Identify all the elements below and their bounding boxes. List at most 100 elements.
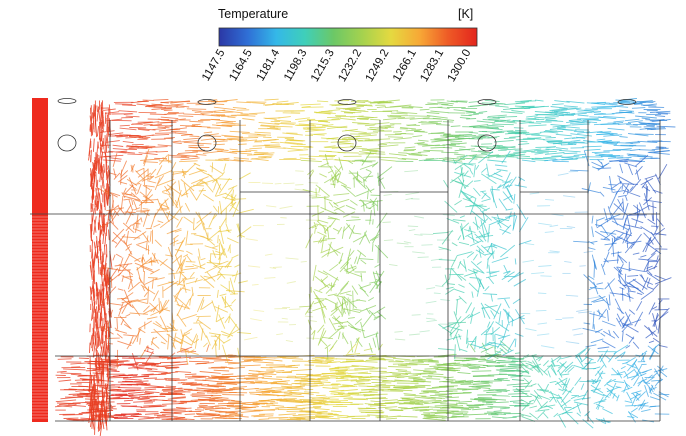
velocity-vector [561, 107, 582, 111]
velocity-vector [274, 119, 292, 122]
velocity-vector [570, 122, 591, 124]
velocity-vector [316, 412, 327, 415]
velocity-vector [112, 153, 118, 168]
velocity-vector [607, 310, 609, 322]
velocity-vector [545, 148, 562, 151]
velocity-vector [222, 338, 231, 344]
velocity-vector [114, 263, 133, 267]
velocity-vector [612, 392, 616, 399]
velocity-vector [221, 122, 240, 125]
velocity-vector [104, 111, 120, 114]
velocity-vector [224, 99, 238, 102]
velocity-vector [593, 259, 598, 270]
velocity-vector [196, 167, 207, 173]
velocity-vector [495, 359, 506, 362]
velocity-vector [350, 100, 369, 102]
velocity-vector [454, 180, 469, 188]
velocity-vector [445, 378, 456, 381]
velocity-vector [612, 190, 624, 193]
velocity-vector [111, 228, 125, 242]
velocity-vector [91, 386, 94, 400]
velocity-vector [323, 145, 336, 148]
velocity-vector [238, 380, 254, 383]
velocity-vector [407, 225, 419, 228]
velocity-vector [564, 378, 571, 390]
velocity-vector [633, 376, 640, 387]
velocity-vector [172, 140, 181, 143]
velocity-vector [535, 309, 547, 312]
velocity-vector [229, 366, 246, 370]
velocity-vector [214, 183, 222, 197]
velocity-vector [593, 324, 595, 330]
velocity-vector [411, 314, 421, 316]
velocity-vector [481, 167, 488, 173]
velocity-vector [306, 311, 313, 313]
velocity-vector [352, 232, 362, 235]
velocity-vector [630, 142, 641, 144]
velocity-vector [322, 387, 339, 390]
velocity-vector [613, 344, 629, 355]
velocity-vector [491, 185, 495, 203]
velocity-vector [356, 252, 362, 265]
velocity-vector [425, 317, 436, 320]
velocity-vector [101, 112, 104, 133]
velocity-vector [115, 103, 133, 105]
velocity-vector [227, 362, 240, 365]
velocity-vector [136, 327, 140, 342]
velocity-vector [161, 402, 184, 405]
velocity-vector [157, 220, 164, 224]
velocity-vector [439, 385, 458, 387]
velocity-vector [437, 101, 454, 105]
velocity-vector [112, 148, 128, 151]
velocity-vector [633, 204, 641, 211]
velocity-vector [343, 298, 350, 316]
velocity-vector [466, 118, 477, 120]
velocity-vector [134, 228, 142, 232]
velocity-vector [511, 110, 525, 113]
velocity-vector [631, 390, 642, 395]
velocity-vector [318, 150, 332, 153]
velocity-vector [617, 254, 624, 264]
velocity-vector [95, 371, 99, 392]
velocity-vector [389, 115, 402, 117]
velocity-vector [328, 246, 344, 255]
velocity-vector [185, 277, 195, 280]
velocity-vector [368, 342, 373, 353]
velocity-vector [553, 111, 569, 114]
velocity-vector [309, 384, 323, 388]
velocity-vector [94, 399, 97, 419]
velocity-vector [612, 121, 624, 125]
velocity-vector [540, 405, 548, 409]
velocity-vector [530, 383, 537, 387]
velocity-vector [646, 286, 654, 290]
velocity-vector [91, 248, 94, 267]
velocity-vector [204, 245, 218, 250]
velocity-vector [629, 179, 642, 193]
velocity-vector [456, 251, 473, 257]
velocity-vector [191, 123, 201, 126]
velocity-vector [624, 160, 643, 163]
velocity-vector [534, 116, 556, 120]
velocity-vector [585, 413, 594, 424]
velocity-vector [621, 331, 624, 342]
velocity-vector [100, 316, 102, 325]
velocity-vector [591, 390, 605, 397]
velocity-vector [650, 384, 655, 391]
velocity-vector [356, 382, 365, 384]
velocity-vector [240, 360, 252, 363]
velocity-vector [466, 252, 475, 259]
velocity-vector [350, 376, 370, 379]
velocity-vector [100, 104, 103, 124]
velocity-vector [253, 415, 274, 418]
velocity-vector [328, 201, 334, 208]
velocity-vector [575, 349, 586, 359]
velocity-vector [236, 109, 250, 111]
velocity-vector [346, 256, 349, 274]
velocity-vector [646, 186, 649, 201]
velocity-vector [472, 254, 478, 261]
domain-grid-lines [30, 120, 661, 422]
velocity-vector [438, 248, 448, 251]
velocity-vector [460, 383, 480, 385]
velocity-vector [269, 267, 277, 270]
velocity-vector [98, 109, 102, 128]
